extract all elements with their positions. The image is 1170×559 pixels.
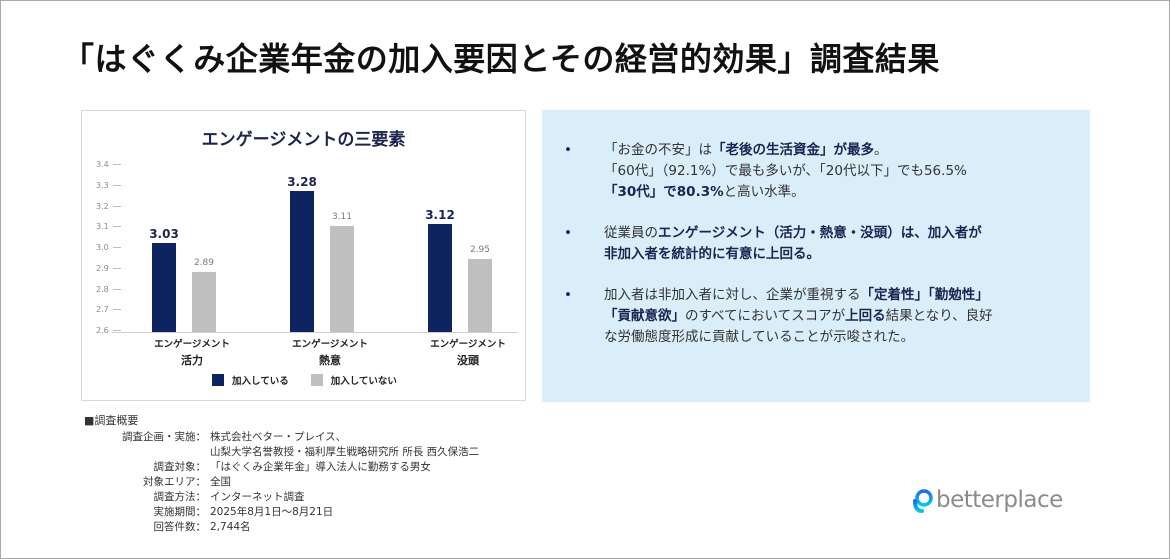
summary-panel: • 「お金の不安」は「老後の生活資金」が最多。 「60代」（92.1%）で最も多いが… <box>542 110 1090 402</box>
logo-wordmark: betterplace <box>936 487 1063 513</box>
legend-swatch-joined <box>212 374 224 386</box>
y-tick-mark <box>112 184 121 186</box>
overview-key: 調査企画・実施： <box>122 431 206 443</box>
y-tick-mark <box>112 226 121 228</box>
betterplace-logo-icon <box>912 481 934 519</box>
overview-key <box>84 445 210 460</box>
y-tick-label: 3.2 <box>96 201 109 211</box>
chart-title: エンゲージメントの三要素 <box>201 130 406 150</box>
legend-swatch-not-joined <box>310 374 323 386</box>
bar-not-joined <box>192 271 216 332</box>
bar-value-label: 3.12 <box>425 208 455 223</box>
bar-joined <box>290 190 314 332</box>
engagement-chart: エンゲージメントの三要素 3.4 3.3 3.2 3.1 3.0 2.9 2.8 2.7 2.6… <box>81 110 526 401</box>
bar-not-joined <box>330 226 354 332</box>
summary-bullet-text: 従業員のエンゲージメント（活力・熱意・没頭）は、加入者が 非加入者を統計的に有意に… <box>604 225 982 262</box>
y-tick: 2.6 <box>96 326 126 335</box>
summary-bullet: • 「お金の不安」は「老後の生活資金」が最多。 「60代」（92.1%）で最も多いが… <box>562 140 1070 203</box>
y-tick: 2.8 <box>96 285 126 294</box>
x-category-line2: 熱意 <box>319 354 341 367</box>
overview-value: 全国 <box>210 476 231 488</box>
bullet-icon: • <box>564 142 572 158</box>
y-tick: 2.7 <box>96 305 126 314</box>
chart-legend: 加入している 加入していない <box>212 373 411 387</box>
overview-heading: ■調査概要 <box>84 414 139 427</box>
x-category-label: エンゲージメント 活力 <box>137 336 247 368</box>
x-category-line2: 没頭 <box>457 354 479 367</box>
y-tick-mark <box>112 205 121 207</box>
x-category-line2: 活力 <box>181 354 203 367</box>
bar-value-label: 3.28 <box>287 174 317 189</box>
overview-row: 調査対象： 「はぐくみ企業年金」導入法人に勤務する男女 <box>84 460 479 475</box>
y-tick-label: 3.1 <box>96 222 109 232</box>
bar-joined <box>152 242 176 332</box>
y-tick-mark <box>112 330 121 331</box>
overview-rows: 調査企画・実施： 株式会社ベター・プレイス、山梨大学名誉教授・福利厚生戦略研究所 … <box>84 430 479 535</box>
y-tick-label: 3.3 <box>96 180 109 190</box>
x-category-line1: エンゲージメント <box>430 339 506 350</box>
betterplace-logo: betterplace <box>912 481 1063 519</box>
overview-key: 調査方法： <box>153 491 207 503</box>
y-tick-label: 3.0 <box>96 243 109 252</box>
bar-value-label: 2.95 <box>469 245 491 256</box>
y-tick-mark <box>112 309 121 311</box>
y-tick-label: 2.6 <box>96 326 109 335</box>
legend-label-joined: 加入している <box>232 376 289 387</box>
y-tick-mark <box>112 267 121 269</box>
overview-key: 実施期間： <box>153 506 207 518</box>
overview-row: 実施期間： 2025年8月1日～8月21日 <box>84 505 479 520</box>
y-tick-mark <box>112 164 121 165</box>
overview-row: 調査方法： インターネット調査 <box>84 490 479 505</box>
legend-item-joined: 加入している <box>212 373 289 387</box>
overview-row: 山梨大学名誉教授・福利厚生戦略研究所 所長 西久保浩二 <box>84 445 479 460</box>
y-tick-label: 2.7 <box>96 305 109 315</box>
overview-row: 対象エリア： 全国 <box>84 475 479 490</box>
y-tick-label: 2.9 <box>96 263 109 273</box>
overview-key: 対象エリア： <box>143 476 206 488</box>
overview-value: 2025年8月1日～8月21日 <box>210 506 334 518</box>
overview-value: 2,744名 <box>210 521 251 533</box>
x-category-label: エンゲージメント 没頭 <box>413 336 523 368</box>
survey-overview: ■調査概要 調査企画・実施： 株式会社ベター・プレイス、山梨大学名誉教授・福利厚生… <box>84 412 479 535</box>
x-category-line1: エンゲージメント <box>292 339 368 350</box>
summary-bullet: • 従業員のエンゲージメント（活力・熱意・没頭）は、加入者が 非加入者を統計的に有意… <box>562 223 1070 265</box>
y-tick-label: 3.4 <box>96 160 109 169</box>
summary-bullet: • 加入者は非加入者に対し、企業が重視する「定着性」「勤勉性」 「貢献意欲」のすべて… <box>562 285 1070 348</box>
bar-value-label: 3.11 <box>331 212 353 223</box>
y-tick: 3.2 <box>96 202 126 211</box>
overview-key: 調査対象： <box>153 461 207 473</box>
y-tick-mark <box>112 288 121 290</box>
x-category-label: エンゲージメント 熱意 <box>275 336 385 368</box>
y-tick: 3.1 <box>96 222 126 231</box>
y-tick-label: 2.8 <box>96 284 109 294</box>
y-tick: 3.3 <box>96 181 126 190</box>
x-axis-line <box>112 332 518 333</box>
overview-value: 山梨大学名誉教授・福利厚生戦略研究所 所長 西久保浩二 <box>210 446 480 458</box>
x-category-line1: エンゲージメント <box>154 339 230 350</box>
overview-value: インターネット調査 <box>210 491 305 503</box>
bar-not-joined <box>468 259 492 332</box>
legend-label-not-joined: 加入していない <box>330 376 397 387</box>
bullet-icon: • <box>564 287 572 303</box>
overview-row: 回答件数： 2,744名 <box>84 520 479 535</box>
page-title: 「はぐくみ企業年金の加入要因とその経営的効果」調査結果 <box>62 40 940 78</box>
y-tick: 2.9 <box>96 264 126 273</box>
summary-bullet-text: 「お金の不安」は「老後の生活資金」が最多。 「60代」（92.1%）で最も多いが、… <box>604 142 967 200</box>
bar-joined <box>428 224 452 332</box>
overview-key: 回答件数： <box>153 521 207 533</box>
overview-value: 「はぐくみ企業年金」導入法人に勤務する男女 <box>210 461 431 473</box>
summary-bullet-text: 加入者は非加入者に対し、企業が重視する「定着性」「勤勉性」 「貢献意欲」のすべてに… <box>604 287 993 345</box>
overview-row: 調査企画・実施： 株式会社ベター・プレイス、 <box>84 430 479 445</box>
overview-value: 株式会社ベター・プレイス、 <box>210 431 347 443</box>
y-tick-mark <box>112 247 121 248</box>
bar-value-label: 2.89 <box>193 257 215 268</box>
y-tick: 3.0 <box>96 243 126 252</box>
chart-plot-area: 3.4 3.3 3.2 3.1 3.0 2.9 2.8 2.7 2.6 3.03 2.89 エンゲージ… <box>82 111 525 400</box>
bar-value-label: 3.03 <box>149 226 179 241</box>
bullet-icon: • <box>564 225 572 241</box>
y-tick: 3.4 <box>96 160 126 169</box>
legend-item-not-joined: 加入していない <box>310 373 397 387</box>
